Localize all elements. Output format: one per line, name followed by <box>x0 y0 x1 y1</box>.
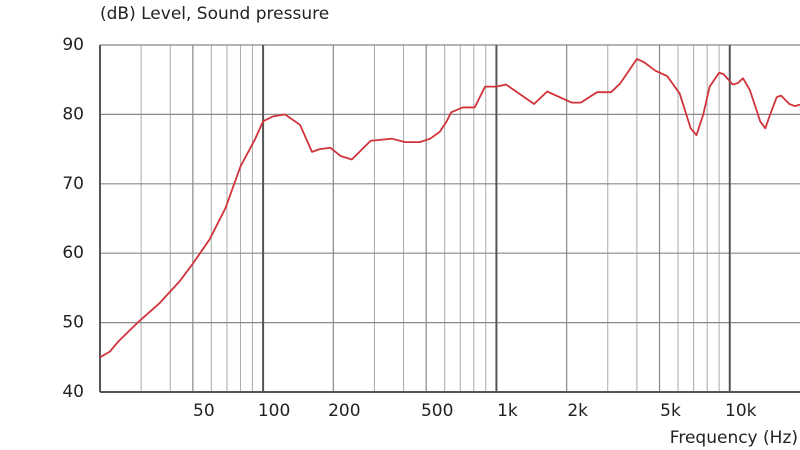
x-tick-label: 500 <box>421 401 453 421</box>
y-tick-label: 80 <box>62 104 84 124</box>
y-tick-label: 40 <box>62 382 84 402</box>
y-axis-label: (dB) Level, Sound pressure <box>100 4 329 24</box>
x-tick-label: 5k <box>660 401 681 421</box>
x-tick-label: 200 <box>328 401 360 421</box>
x-tick-label: 1k <box>497 401 518 421</box>
x-axis-label: Frequency (Hz) <box>670 428 798 448</box>
y-tick-label: 50 <box>62 313 84 333</box>
x-tick-label: 100 <box>258 401 290 421</box>
y-tick-label: 90 <box>62 35 84 55</box>
x-tick-label: 10k <box>725 401 757 421</box>
x-tick-label: 50 <box>193 401 215 421</box>
y-tick-label: 60 <box>62 243 84 263</box>
response-line <box>99 57 800 359</box>
y-tick-label: 70 <box>62 174 84 194</box>
x-tick-label: 2k <box>567 401 588 421</box>
